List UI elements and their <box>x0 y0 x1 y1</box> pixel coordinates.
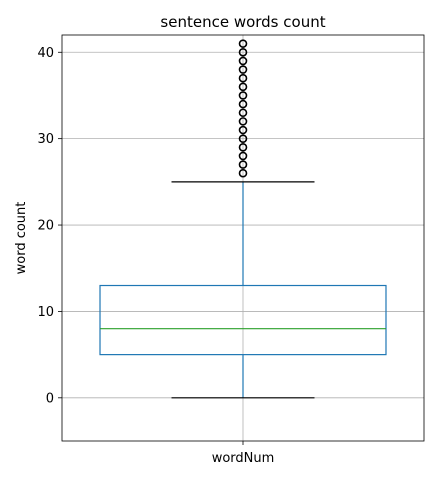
outlier-point <box>238 65 248 74</box>
outlier-point <box>238 134 248 143</box>
outlier-point <box>238 99 248 109</box>
plot-area <box>99 39 387 399</box>
outlier-point <box>238 117 248 126</box>
x-tick-label: wordNum <box>212 451 275 466</box>
y-axis-label: word count <box>14 202 29 275</box>
iqr-box <box>99 284 387 356</box>
outlier-point <box>238 39 248 48</box>
y-tick-label: 0 <box>46 391 54 406</box>
outlier-point <box>238 108 248 118</box>
y-tick-label: 10 <box>37 305 54 320</box>
y-tick-label: 30 <box>37 132 54 147</box>
box-group-wordNum <box>99 39 387 399</box>
outlier-point <box>238 168 248 178</box>
outlier-point <box>238 151 248 161</box>
outlier-point <box>238 47 248 57</box>
outlier-point <box>238 82 248 92</box>
y-tick-label: 20 <box>37 219 54 234</box>
y-tick-label: 40 <box>37 46 54 61</box>
chart-title: sentence words count <box>160 13 325 31</box>
outlier-point <box>238 160 248 169</box>
outlier-point <box>238 56 248 66</box>
outlier-point <box>238 73 248 83</box>
outlier-point <box>238 91 248 100</box>
axis-ticks: 0 10 20 30 40 wordNum <box>37 46 274 466</box>
outlier-point <box>238 125 248 135</box>
outlier-point <box>238 142 248 152</box>
